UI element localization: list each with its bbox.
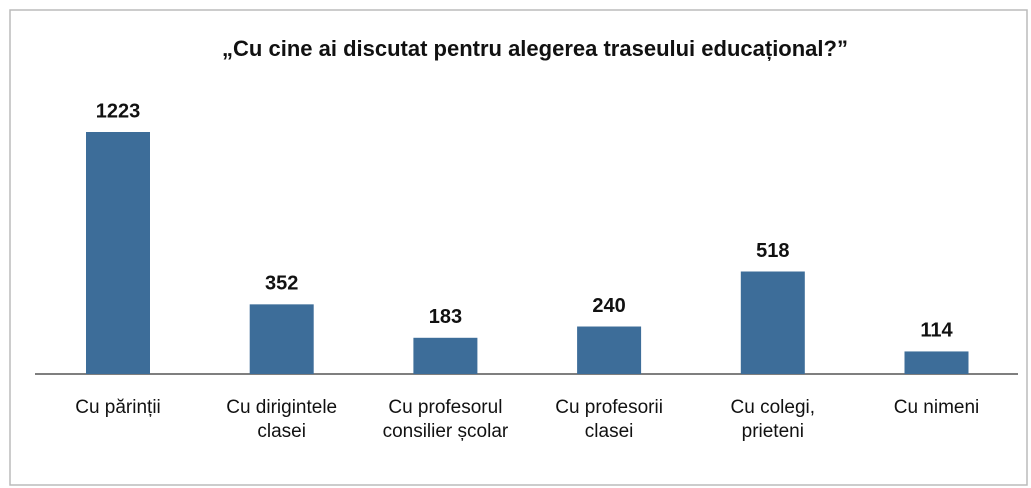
bar	[86, 132, 150, 374]
data-label: 183	[429, 306, 462, 328]
data-label: 240	[592, 295, 625, 317]
data-label: 1223	[96, 100, 141, 122]
data-label: 352	[265, 273, 298, 295]
x-tick-label: Cu profesorii clasei	[555, 397, 663, 442]
chart-frame	[9, 9, 1028, 486]
data-label: 518	[756, 240, 789, 262]
bar	[577, 326, 642, 374]
data-label: 114	[920, 320, 953, 342]
x-tick-label: Cu dirigintele clasei	[226, 397, 338, 442]
bar	[249, 304, 314, 374]
bar	[413, 337, 478, 374]
x-tick-label: Cu colegi, prieteni	[730, 397, 816, 442]
bar	[740, 271, 805, 374]
x-tick-label: Cu părinții	[75, 397, 161, 418]
bar	[904, 351, 969, 374]
x-tick-label: Cu profesorul consilier școlar	[382, 397, 509, 442]
chart-title: „Cu cine ai discutat pentru alegerea tra…	[222, 36, 848, 61]
x-tick-label: Cu nimeni	[893, 397, 980, 418]
